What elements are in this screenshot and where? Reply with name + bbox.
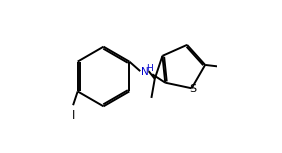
Text: N: N: [141, 67, 149, 77]
Text: S: S: [189, 84, 197, 94]
Text: H: H: [146, 64, 153, 73]
Text: I: I: [71, 109, 75, 121]
